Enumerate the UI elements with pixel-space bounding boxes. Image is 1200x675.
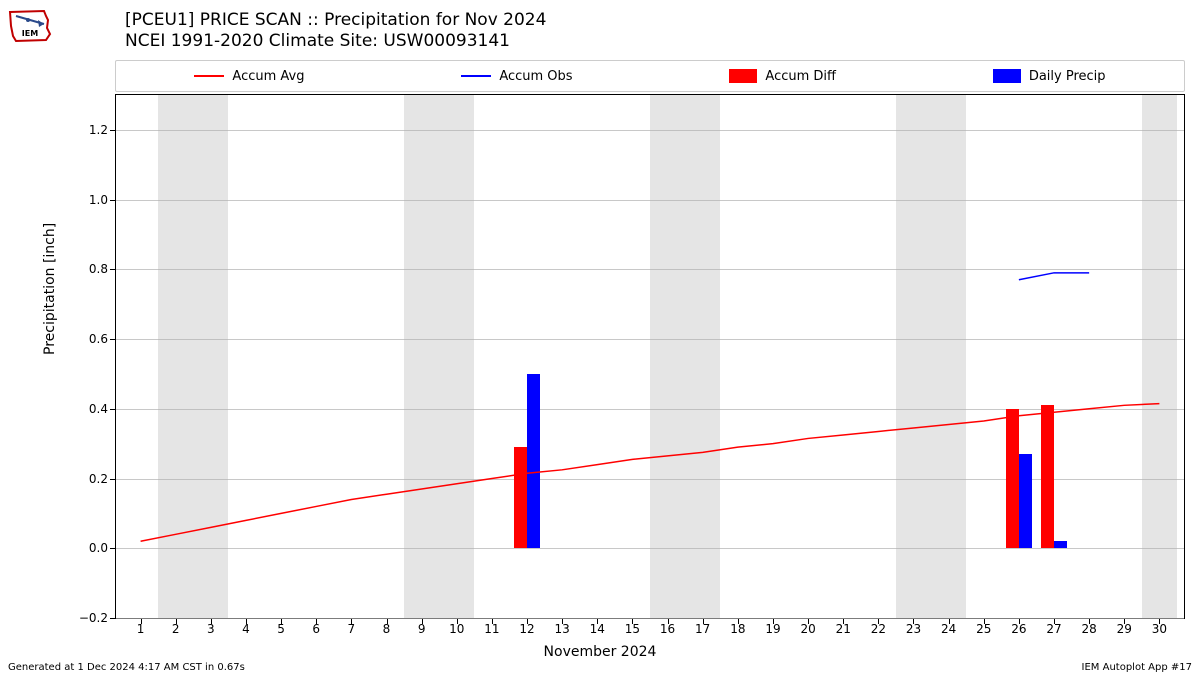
y-tick-label: 1.0: [68, 193, 108, 207]
legend-swatch-patch: [993, 69, 1021, 83]
x-tick-label: 30: [1152, 622, 1167, 636]
x-tick-label: 4: [242, 622, 250, 636]
y-tick-label: 0.8: [68, 262, 108, 276]
legend: Accum Avg Accum Obs Accum Diff Daily Pre…: [115, 60, 1185, 92]
series-line: [1019, 273, 1089, 280]
x-tick-label: 27: [1046, 622, 1061, 636]
x-tick-label: 7: [348, 622, 356, 636]
legend-swatch-line: [461, 75, 491, 77]
gridline: [116, 618, 1184, 619]
x-tick-label: 11: [484, 622, 499, 636]
y-tick-mark: [110, 200, 115, 201]
x-tick-label: 1: [137, 622, 145, 636]
chart-title: [PCEU1] PRICE SCAN :: Precipitation for …: [125, 10, 546, 53]
footer-generated: Generated at 1 Dec 2024 4:17 AM CST in 0…: [8, 662, 245, 673]
y-tick-mark: [110, 618, 115, 619]
x-tick-label: 5: [277, 622, 285, 636]
x-tick-label: 24: [941, 622, 956, 636]
y-tick-mark: [110, 130, 115, 131]
y-tick-label: 0.4: [68, 402, 108, 416]
y-tick-mark: [110, 269, 115, 270]
x-tick-label: 23: [906, 622, 921, 636]
legend-label: Accum Diff: [765, 69, 836, 84]
legend-accum-obs: Accum Obs: [461, 69, 572, 84]
legend-daily-precip: Daily Precip: [993, 69, 1106, 84]
y-tick-label: 0.6: [68, 332, 108, 346]
x-axis-label: November 2024: [0, 644, 1200, 660]
x-tick-label: 9: [418, 622, 426, 636]
y-axis-label: Precipitation [inch]: [42, 223, 58, 355]
x-tick-label: 22: [871, 622, 886, 636]
y-tick-mark: [110, 409, 115, 410]
legend-swatch-line: [194, 75, 224, 77]
title-line-2: NCEI 1991-2020 Climate Site: USW00093141: [125, 31, 546, 52]
plot-lines-svg: [116, 95, 1184, 618]
title-line-1: [PCEU1] PRICE SCAN :: Precipitation for …: [125, 10, 546, 31]
x-tick-label: 17: [695, 622, 710, 636]
series-line: [141, 404, 1160, 542]
x-tick-label: 25: [976, 622, 991, 636]
x-tick-label: 16: [660, 622, 675, 636]
x-tick-label: 14: [590, 622, 605, 636]
legend-label: Accum Obs: [499, 69, 572, 84]
x-tick-label: 21: [836, 622, 851, 636]
x-tick-label: 26: [1011, 622, 1026, 636]
y-tick-label: 0.2: [68, 472, 108, 486]
footer-app: IEM Autoplot App #17: [1082, 662, 1192, 673]
x-tick-label: 10: [449, 622, 464, 636]
y-tick-label: 0.0: [68, 541, 108, 555]
x-tick-label: 19: [765, 622, 780, 636]
iem-logo: IEM: [6, 6, 54, 46]
x-tick-label: 8: [383, 622, 391, 636]
y-tick-label: −0.2: [68, 611, 108, 625]
plot-area: [115, 94, 1185, 619]
x-tick-label: 20: [800, 622, 815, 636]
x-tick-label: 12: [519, 622, 534, 636]
legend-accum-diff: Accum Diff: [729, 69, 836, 84]
svg-text:IEM: IEM: [22, 29, 38, 38]
legend-label: Accum Avg: [232, 69, 304, 84]
y-tick-mark: [110, 479, 115, 480]
x-tick-label: 2: [172, 622, 180, 636]
legend-accum-avg: Accum Avg: [194, 69, 304, 84]
x-tick-label: 18: [730, 622, 745, 636]
y-tick-label: 1.2: [68, 123, 108, 137]
x-tick-label: 13: [555, 622, 570, 636]
legend-label: Daily Precip: [1029, 69, 1106, 84]
x-tick-label: 3: [207, 622, 215, 636]
y-tick-mark: [110, 548, 115, 549]
x-tick-label: 6: [312, 622, 320, 636]
x-tick-label: 28: [1082, 622, 1097, 636]
x-tick-label: 15: [625, 622, 640, 636]
chart-container: IEM [PCEU1] PRICE SCAN :: Precipitation …: [0, 0, 1200, 675]
x-tick-label: 29: [1117, 622, 1132, 636]
y-tick-mark: [110, 339, 115, 340]
legend-swatch-patch: [729, 69, 757, 83]
